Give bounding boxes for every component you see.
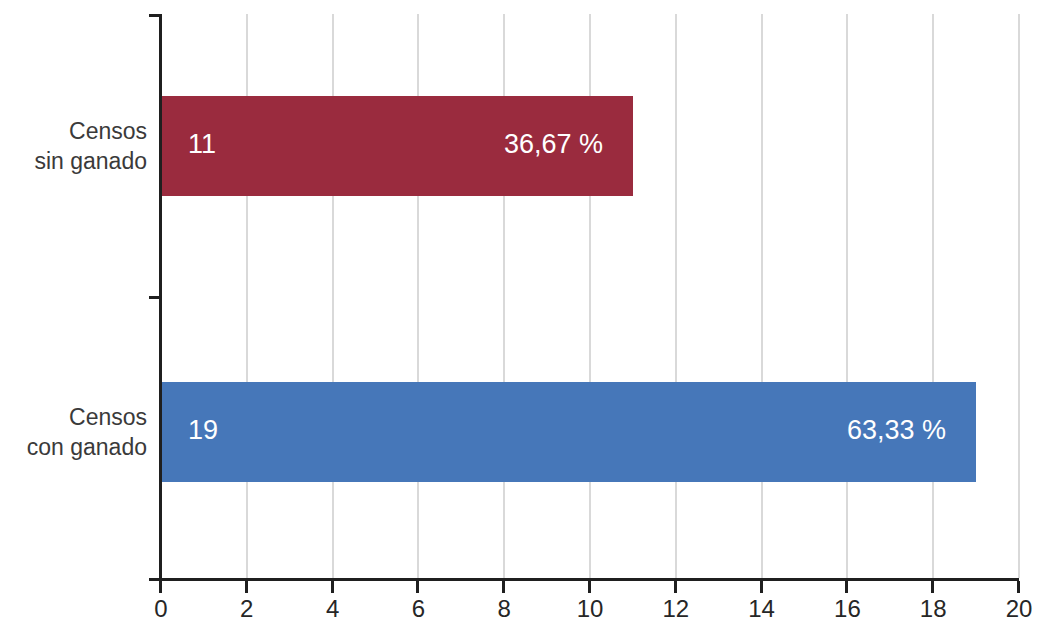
gridline xyxy=(846,14,848,578)
y-axis-line xyxy=(159,14,162,591)
x-axis-tick xyxy=(159,581,162,593)
x-axis-tick xyxy=(674,581,677,593)
category-label: Censossin ganado xyxy=(0,116,147,176)
plot-area: 1136,67 %1963,33 %Censossin ganadoCensos… xyxy=(0,0,1039,641)
x-axis-tick-label: 0 xyxy=(154,595,167,623)
bar-percent-label: 63,33 % xyxy=(847,415,946,446)
x-axis-line xyxy=(149,578,1019,581)
x-axis-tick xyxy=(931,581,934,593)
x-axis-tick xyxy=(331,581,334,593)
y-axis-tick xyxy=(149,296,161,299)
x-axis-tick-label: 4 xyxy=(326,595,339,623)
x-axis-tick xyxy=(588,581,591,593)
x-axis-tick-label: 20 xyxy=(1006,595,1033,623)
bar-value-label: 19 xyxy=(188,415,218,446)
x-axis-tick xyxy=(502,581,505,593)
x-axis-tick-label: 8 xyxy=(498,595,511,623)
gridline xyxy=(675,14,677,578)
category-label-line: con ganado xyxy=(0,432,147,462)
x-axis-tick-label: 18 xyxy=(920,595,947,623)
category-label-line: sin ganado xyxy=(0,146,147,176)
x-axis-tick-label: 2 xyxy=(240,595,253,623)
x-axis-tick-label: 10 xyxy=(577,595,604,623)
x-axis-tick-label: 16 xyxy=(834,595,861,623)
x-axis-tick xyxy=(416,581,419,593)
bar-chart: 1136,67 %1963,33 %Censossin ganadoCensos… xyxy=(0,0,1039,641)
gridline xyxy=(1018,14,1020,578)
category-label-line: Censos xyxy=(0,402,147,432)
bar-percent-label: 36,67 % xyxy=(504,129,603,160)
x-axis-tick-label: 14 xyxy=(748,595,775,623)
x-axis-tick xyxy=(245,581,248,593)
x-axis-tick-label: 12 xyxy=(662,595,689,623)
x-axis-tick-label: 6 xyxy=(412,595,425,623)
x-axis-tick xyxy=(845,581,848,593)
gridline xyxy=(932,14,934,578)
bar-censos-con-ganado: 19 63,33 % xyxy=(161,382,976,482)
category-label-line: Censos xyxy=(0,116,147,146)
bar-censos-sin-ganado: 11 36,67 % xyxy=(161,96,633,196)
gridline xyxy=(761,14,763,578)
y-axis-tick xyxy=(149,14,161,17)
x-axis-tick xyxy=(1017,581,1020,593)
x-axis-tick xyxy=(760,581,763,593)
category-label: Censoscon ganado xyxy=(0,402,147,462)
bar-value-label: 11 xyxy=(188,129,216,160)
